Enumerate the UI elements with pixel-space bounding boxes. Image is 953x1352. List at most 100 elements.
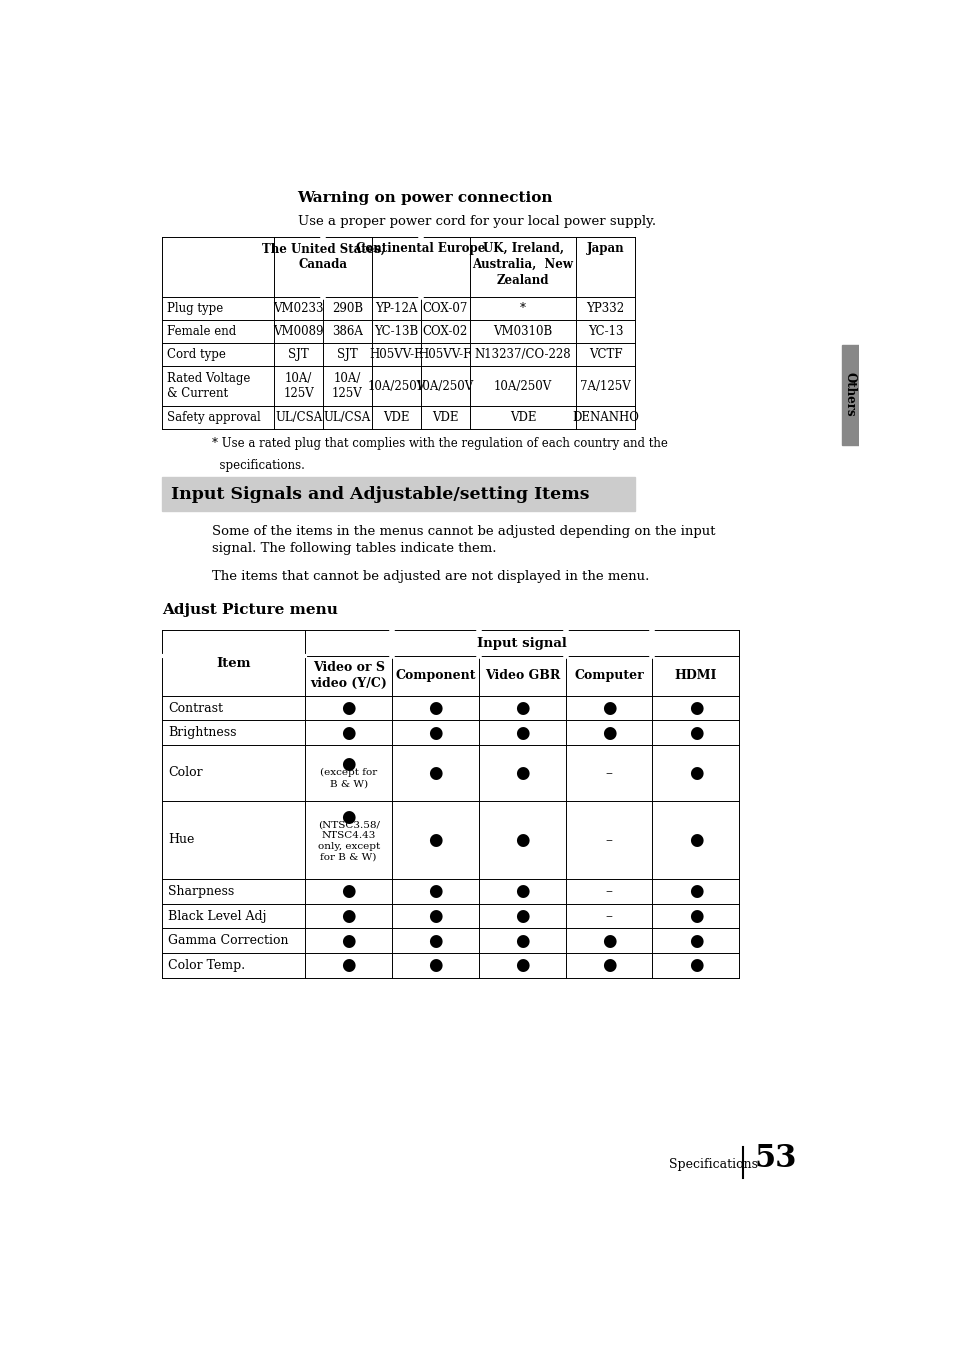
Text: Plug type: Plug type [167,301,223,315]
Text: Some of the items in the menus cannot be adjusted depending on the input
signal.: Some of the items in the menus cannot be… [212,525,715,556]
Text: Color: Color [168,767,202,779]
Text: YC-13B: YC-13B [374,324,418,338]
Bar [162,477,634,511]
Text: Specifications: Specifications [669,1157,758,1171]
Text: * Use a rated plug that complies with the regulation of each country and the: * Use a rated plug that complies with th… [212,437,667,450]
Text: Video or S
video (Y/C): Video or S video (Y/C) [310,661,387,691]
Text: UK, Ireland,
Australia,  New
Zealand: UK, Ireland, Australia, New Zealand [472,242,573,287]
Text: ●: ● [341,907,355,925]
Text: Video GBR: Video GBR [484,669,559,683]
Text: ●: ● [515,932,529,949]
Text: ●: ● [601,932,616,949]
Text: ●: ● [428,956,442,975]
Text: ●: ● [428,907,442,925]
Text: COX-07: COX-07 [422,301,467,315]
Text: ●: ● [688,831,702,849]
Text: ●: ● [428,764,442,781]
Text: 10A/250V: 10A/250V [416,380,474,393]
Text: Cord type: Cord type [167,349,226,361]
Text: UL/CSA: UL/CSA [323,411,371,425]
Text: SJT: SJT [288,349,309,361]
Text: SJT: SJT [336,349,357,361]
Text: *: * [519,301,525,315]
Text: ●: ● [515,883,529,900]
Text: 290B: 290B [332,301,363,315]
Text: (except for
B & W): (except for B & W) [319,768,376,788]
Text: ●: ● [428,723,442,742]
Text: Sharpness: Sharpness [168,886,234,898]
Text: Color Temp.: Color Temp. [168,959,245,972]
Text: (NTSC3.58/
NTSC4.43
only, except
for B & W): (NTSC3.58/ NTSC4.43 only, except for B &… [317,821,379,861]
Text: YC-13: YC-13 [587,324,622,338]
Text: 10A/250V: 10A/250V [494,380,552,393]
Text: ●: ● [428,831,442,849]
Text: 10A/250V: 10A/250V [367,380,425,393]
Text: Black Level Adj: Black Level Adj [168,910,266,922]
Text: VDE: VDE [383,411,409,425]
Text: Continental Europe: Continental Europe [355,242,485,256]
Text: ●: ● [341,808,355,826]
Text: –: – [605,884,612,899]
Text: Others: Others [842,372,856,418]
Text: Warning on power connection: Warning on power connection [297,191,553,204]
Text: ●: ● [341,883,355,900]
Text: Brightness: Brightness [168,726,236,740]
Text: Japan: Japan [586,242,623,256]
Text: ●: ● [428,932,442,949]
Text: ●: ● [688,907,702,925]
Text: ●: ● [688,699,702,717]
Text: YP-12A: YP-12A [375,301,417,315]
Text: VDE: VDE [509,411,536,425]
Text: Adjust Picture menu: Adjust Picture menu [162,603,337,618]
Text: Safety approval: Safety approval [167,411,261,425]
Text: –: – [605,765,612,780]
Text: ●: ● [688,956,702,975]
Text: ●: ● [515,723,529,742]
Text: UL/CSA: UL/CSA [274,411,322,425]
Text: ●: ● [341,723,355,742]
Text: N13237/CO-228: N13237/CO-228 [475,349,571,361]
Text: 386A: 386A [332,324,362,338]
Text: ●: ● [341,756,355,773]
Text: ●: ● [341,699,355,717]
Text: The items that cannot be adjusted are not displayed in the menu.: The items that cannot be adjusted are no… [212,569,649,583]
Text: ●: ● [515,764,529,781]
Text: DENANHO: DENANHO [572,411,639,425]
Text: Input signal: Input signal [476,637,567,649]
Text: Input Signals and Adjustable/setting Items: Input Signals and Adjustable/setting Ite… [171,485,589,503]
Text: 7A/125V: 7A/125V [579,380,630,393]
Text: 10A/
125V: 10A/ 125V [332,372,362,400]
Text: ●: ● [601,699,616,717]
Text: H05VV-F: H05VV-F [418,349,472,361]
Text: ●: ● [688,932,702,949]
Text: –: – [605,909,612,923]
Text: specifications.: specifications. [212,458,305,472]
Text: H05VV-F: H05VV-F [369,349,422,361]
Text: Contrast: Contrast [168,702,223,715]
Text: Hue: Hue [168,833,194,846]
Text: Female end: Female end [167,324,236,338]
Bar [841,345,858,445]
Text: ●: ● [341,956,355,975]
Text: HDMI: HDMI [674,669,717,683]
Text: ●: ● [688,723,702,742]
Text: Computer: Computer [574,669,643,683]
Text: ●: ● [688,883,702,900]
Text: –: – [605,833,612,846]
Text: Component: Component [395,669,476,683]
Text: VM0310B: VM0310B [493,324,552,338]
Text: Use a proper power cord for your local power supply.: Use a proper power cord for your local p… [297,215,655,228]
Text: ●: ● [515,907,529,925]
Text: ●: ● [428,699,442,717]
Text: VCTF: VCTF [588,349,621,361]
Text: VDE: VDE [432,411,457,425]
Text: VM0089: VM0089 [274,324,324,338]
Text: ●: ● [601,723,616,742]
Text: 53: 53 [754,1142,797,1174]
Text: The United States,
Canada: The United States, Canada [261,242,384,272]
Text: COX-02: COX-02 [422,324,467,338]
Text: ●: ● [515,831,529,849]
Text: YP332: YP332 [586,301,624,315]
Text: Item: Item [216,657,251,669]
Text: ●: ● [341,932,355,949]
